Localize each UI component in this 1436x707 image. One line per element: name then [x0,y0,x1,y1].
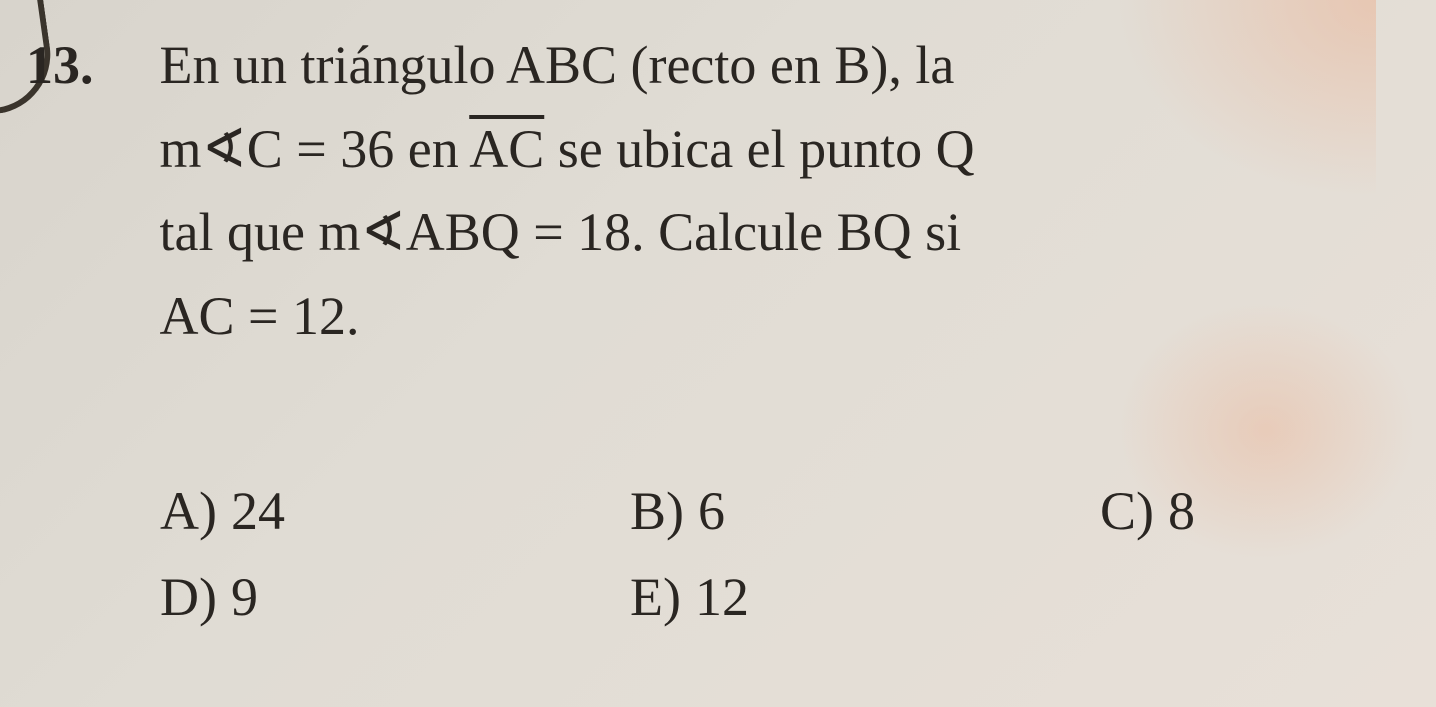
option-value: 24 [231,480,285,542]
option-value: 12 [695,566,749,628]
problem-line-2: m∢C = 36 en AC se ubica el punto Q [160,108,1390,192]
option-value: 9 [231,566,258,628]
option-letter: D) [160,566,217,628]
option-c: C) 8 [1100,480,1360,542]
option-value: 8 [1168,480,1195,542]
option-e: E) 12 [630,566,1100,628]
angle-symbol: ∢ [360,202,405,262]
option-a: A) 24 [160,480,630,542]
problem-number: 13. [26,24,146,108]
option-letter: C) [1100,480,1154,542]
option-value: 6 [698,480,725,542]
text: C = 36 en [247,119,469,179]
option-b: B) 6 [630,480,1100,542]
options-block: A) 24 B) 6 C) 8 D) 9 E) 12 [160,480,1376,652]
options-row-1: A) 24 B) 6 C) 8 [160,480,1376,542]
text: AC = 12. [160,286,360,346]
option-letter: A) [160,480,217,542]
options-row-2: D) 9 E) 12 [160,566,1376,628]
text: En un triángulo ABC (recto en B), la [160,35,955,95]
text: se ubica el punto Q [544,119,974,179]
text: m [160,119,202,179]
option-d: D) 9 [160,566,630,628]
problem-block: 13. En un triángulo ABC (recto en B), la… [26,24,1396,359]
option-letter: E) [630,566,681,628]
problem-body: En un triángulo ABC (recto en B), la m∢C… [160,24,1390,359]
angle-symbol: ∢ [202,119,247,179]
segment-ac: AC [469,119,544,179]
problem-line-4: AC = 12. [160,275,1390,359]
option-letter: B) [630,480,684,542]
text: ABQ = 18. Calcule BQ si [406,202,961,262]
problem-line-3: tal que m∢ABQ = 18. Calcule BQ si [160,191,1390,275]
problem-line-1: En un triángulo ABC (recto en B), la [160,24,1390,108]
text: tal que m [160,202,361,262]
